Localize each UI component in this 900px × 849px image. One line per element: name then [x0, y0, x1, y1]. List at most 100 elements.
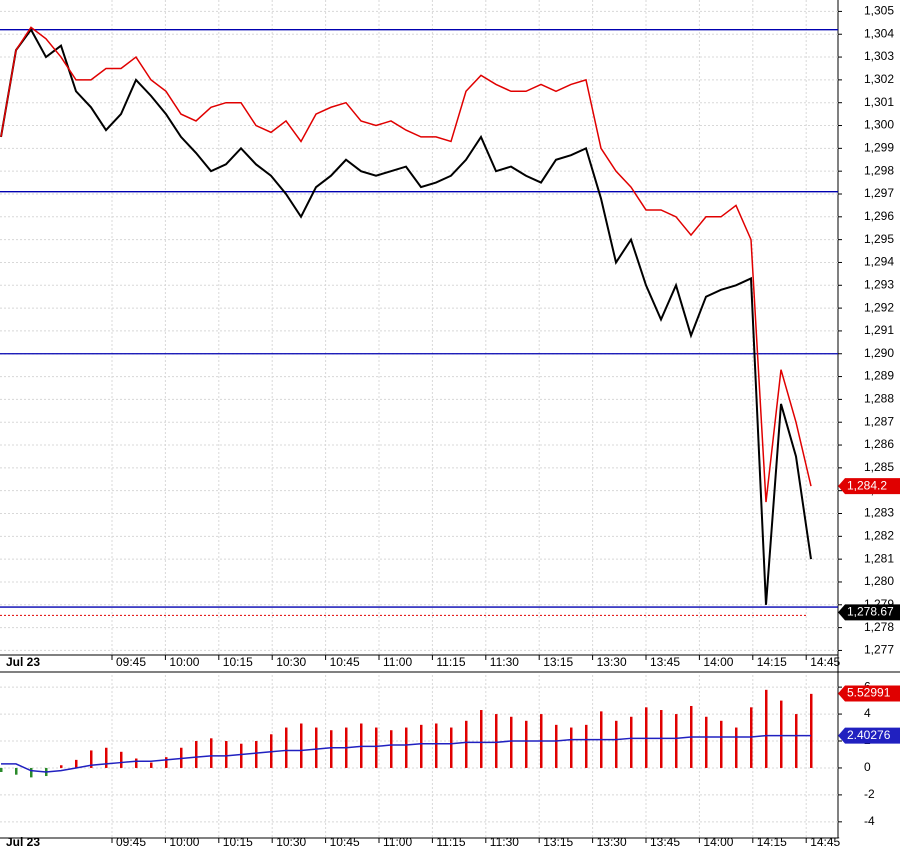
y-tick-label: 1,287 [864, 414, 894, 428]
histogram-bar [810, 693, 813, 768]
histogram-bar [30, 767, 33, 778]
histogram-bar [510, 716, 513, 768]
y-tick-label: 1,282 [864, 528, 894, 542]
histogram-bar [555, 724, 558, 768]
histogram-bar [390, 730, 393, 768]
y-tick-label: 1,293 [864, 277, 894, 291]
y-tick-label: 1,305 [864, 4, 894, 18]
y-tick-label: 1,300 [864, 118, 894, 132]
y-tick-label: 1,299 [864, 141, 894, 155]
series-line [0, 27, 812, 605]
x-tick-label: 11:00 [383, 655, 412, 669]
x-tick-label: 13:30 [597, 655, 627, 669]
histogram-bar [720, 720, 723, 768]
x-tick-label: 14:15 [757, 655, 787, 669]
y-tick-label: 1,296 [864, 209, 894, 223]
value-tag [838, 604, 900, 621]
x-tick-label: 14:45 [810, 655, 840, 669]
x-tick-label: 10:15 [223, 835, 253, 849]
x-tick-label: Jul 23 [6, 655, 40, 669]
value-tag [838, 685, 900, 702]
y-tick-label: 1,278 [864, 620, 894, 634]
y-tick-label: 1,290 [864, 346, 894, 360]
y-tick-label: 1,292 [864, 300, 894, 314]
histogram-bar [105, 747, 108, 768]
y-tick-label: 4 [864, 706, 871, 720]
histogram-bar [240, 743, 243, 768]
y-tick-label: 1,286 [864, 437, 894, 451]
histogram-bar [450, 727, 453, 768]
x-tick-label: 09:45 [116, 835, 146, 849]
histogram-bar [225, 741, 228, 768]
x-tick-label: 10:00 [169, 835, 199, 849]
value-tag [838, 727, 900, 744]
x-tick-label: 09:45 [116, 655, 146, 669]
histogram-bar [150, 762, 153, 768]
y-tick-label: 1,297 [864, 186, 894, 200]
histogram-bar [90, 750, 93, 768]
histogram-bar [525, 720, 528, 768]
value-tag-label: 1,278.67 [847, 604, 894, 618]
histogram-bar [435, 723, 438, 768]
histogram-bar [465, 720, 468, 768]
x-tick-label: 14:00 [703, 655, 733, 669]
histogram-bar [780, 700, 783, 768]
x-tick-label: 13:45 [650, 655, 680, 669]
x-tick-label: 13:30 [597, 835, 627, 849]
histogram-bar [675, 714, 678, 768]
value-tag [838, 478, 900, 495]
y-tick-label: 1,277 [864, 643, 894, 657]
x-tick-label: 14:15 [757, 835, 787, 849]
histogram-bar [0, 767, 3, 772]
histogram-bar [585, 724, 588, 768]
value-tag-label: 1,284.2 [847, 478, 887, 492]
y-tick-label: 1,283 [864, 506, 894, 520]
y-tick-label: 1,289 [864, 369, 894, 383]
histogram-bar [15, 767, 18, 775]
series-line [1, 734, 811, 773]
y-tick-label: 1,291 [864, 323, 894, 337]
histogram-bar [120, 751, 123, 768]
x-tick-label: 13:15 [543, 655, 573, 669]
x-tick-label: 11:30 [490, 655, 519, 669]
x-tick-label: 10:45 [330, 655, 360, 669]
y-tick-label: 1,301 [864, 95, 894, 109]
x-tick-label: 13:45 [650, 835, 680, 849]
y-tick-label: 1,288 [864, 392, 894, 406]
histogram-bar [135, 758, 138, 768]
y-tick-label: 1,295 [864, 232, 894, 246]
histogram-bar [165, 757, 168, 768]
histogram-bar [285, 727, 288, 768]
histogram-bar [300, 723, 303, 768]
x-tick-label: 10:30 [276, 835, 306, 849]
histogram-bar [315, 727, 318, 768]
histogram-bar [495, 714, 498, 768]
x-tick-label: 11:30 [490, 835, 519, 849]
histogram-bar [480, 710, 483, 768]
y-tick-label: 0 [864, 760, 871, 774]
y-tick-label: 1,304 [864, 26, 894, 40]
histogram-bar [210, 738, 213, 768]
y-tick-label: 1,280 [864, 574, 894, 588]
histogram-bar [75, 759, 78, 768]
y-tick-label: -2 [864, 787, 875, 801]
x-tick-label: 10:00 [169, 655, 199, 669]
histogram-bar [735, 727, 738, 768]
histogram-bar [405, 727, 408, 768]
y-tick-label: 1,302 [864, 72, 894, 86]
histogram-bar [705, 716, 708, 768]
histogram-bar [375, 727, 378, 768]
histogram-bar [795, 714, 798, 768]
histogram-bar [570, 727, 573, 768]
histogram-bar [195, 741, 198, 768]
histogram-bar [630, 716, 633, 768]
value-tag-label: 5.52991 [847, 686, 891, 700]
y-tick-label: -4 [864, 814, 875, 828]
y-tick-label: 1,294 [864, 255, 894, 269]
series-line [0, 26, 812, 503]
histogram-bar [420, 724, 423, 768]
histogram-bar [765, 689, 768, 768]
histogram-bar [615, 720, 618, 768]
